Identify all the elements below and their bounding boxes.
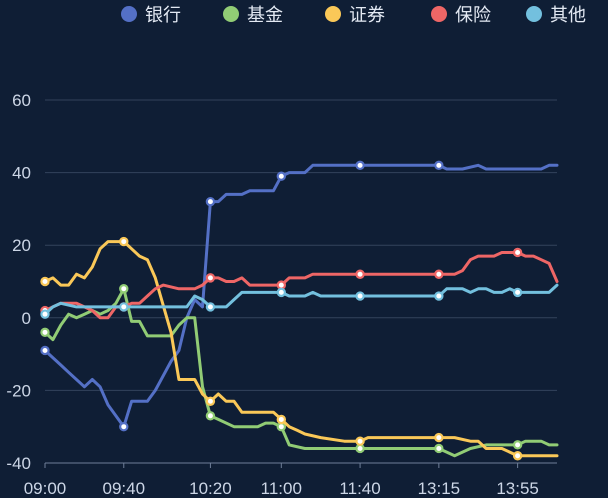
data-point[interactable] — [355, 269, 365, 279]
data-point[interactable] — [434, 160, 444, 171]
data-point[interactable] — [40, 345, 50, 356]
data-point[interactable] — [355, 443, 365, 454]
legend-label: 保险 — [455, 5, 491, 26]
y-tick-label: 20 — [12, 236, 31, 255]
legend-item-2[interactable]: 证券 — [325, 5, 385, 26]
data-point[interactable] — [434, 291, 444, 301]
series-line[interactable] — [43, 251, 559, 320]
data-point[interactable] — [276, 280, 287, 290]
legend-dot-icon — [431, 6, 447, 22]
legend-item-3[interactable]: 保险 — [431, 5, 491, 26]
legend-label: 银行 — [145, 5, 181, 26]
data-point[interactable] — [119, 302, 129, 312]
x-tick-label: 13:55 — [496, 479, 539, 498]
data-point[interactable] — [205, 273, 216, 283]
legend-dot-icon — [325, 6, 341, 22]
series-3[interactable] — [40, 247, 559, 320]
data-point[interactable] — [40, 327, 50, 338]
legend-label: 证券 — [349, 5, 385, 26]
data-point[interactable] — [205, 411, 216, 421]
series-line[interactable] — [43, 240, 559, 458]
series-line[interactable] — [43, 287, 559, 458]
data-point[interactable] — [276, 414, 287, 425]
series-1[interactable] — [40, 284, 559, 458]
data-point[interactable] — [276, 171, 287, 181]
data-point[interactable] — [355, 291, 365, 301]
series-2[interactable] — [40, 236, 559, 461]
series-line[interactable] — [43, 283, 559, 316]
data-point[interactable] — [355, 160, 365, 171]
data-point[interactable] — [512, 247, 523, 258]
legend-item-4[interactable]: 其他 — [526, 5, 586, 26]
data-point[interactable] — [40, 309, 50, 319]
data-point[interactable] — [355, 436, 365, 446]
data-point[interactable] — [512, 451, 523, 461]
legend-dot-icon — [223, 6, 239, 22]
legend-label: 其他 — [550, 5, 586, 26]
y-tick-label: 40 — [12, 164, 31, 183]
legend-dot-icon — [526, 6, 542, 22]
data-point[interactable] — [434, 443, 444, 454]
x-tick-label: 10:20 — [189, 479, 232, 498]
data-point[interactable] — [119, 284, 129, 294]
series-line[interactable] — [43, 163, 559, 429]
legend-item-1[interactable]: 基金 — [223, 5, 283, 26]
x-tick-label: 09:00 — [24, 479, 67, 498]
grid-layer — [45, 99, 557, 464]
data-point[interactable] — [434, 432, 444, 443]
x-tick-label: 09:40 — [102, 479, 145, 498]
y-tick-label: -20 — [6, 381, 31, 400]
x-tick-label: 11:00 — [261, 479, 302, 498]
y-tick-label: 0 — [22, 309, 31, 328]
data-point[interactable] — [205, 396, 216, 406]
x-tick-label: 11:40 — [339, 479, 380, 498]
series-layer — [40, 160, 559, 461]
legend-item-0[interactable]: 银行 — [121, 5, 181, 26]
data-point[interactable] — [434, 269, 444, 279]
legend-dot-icon — [121, 6, 137, 22]
legend-label: 基金 — [247, 5, 283, 26]
data-point[interactable] — [119, 236, 129, 247]
y-tick-label: 60 — [12, 91, 31, 110]
data-point[interactable] — [512, 440, 523, 450]
data-point[interactable] — [276, 422, 287, 432]
x-tick-label: 13:15 — [418, 479, 461, 498]
axis-layer: -40 -20 0 20 40 60 09:00 09:40 10:20 11:00 11:40 13… — [6, 91, 557, 498]
y-tick-label: -40 — [6, 454, 31, 473]
series-4[interactable] — [40, 283, 559, 319]
data-point[interactable] — [276, 287, 287, 298]
data-point[interactable] — [40, 276, 50, 287]
data-point[interactable] — [512, 287, 523, 298]
data-point[interactable] — [205, 196, 216, 207]
data-point[interactable] — [205, 302, 216, 312]
legend[interactable]: 银行 基金 证券 保险 其他 — [121, 5, 586, 26]
series-0[interactable] — [40, 160, 559, 432]
data-point[interactable] — [119, 422, 129, 432]
